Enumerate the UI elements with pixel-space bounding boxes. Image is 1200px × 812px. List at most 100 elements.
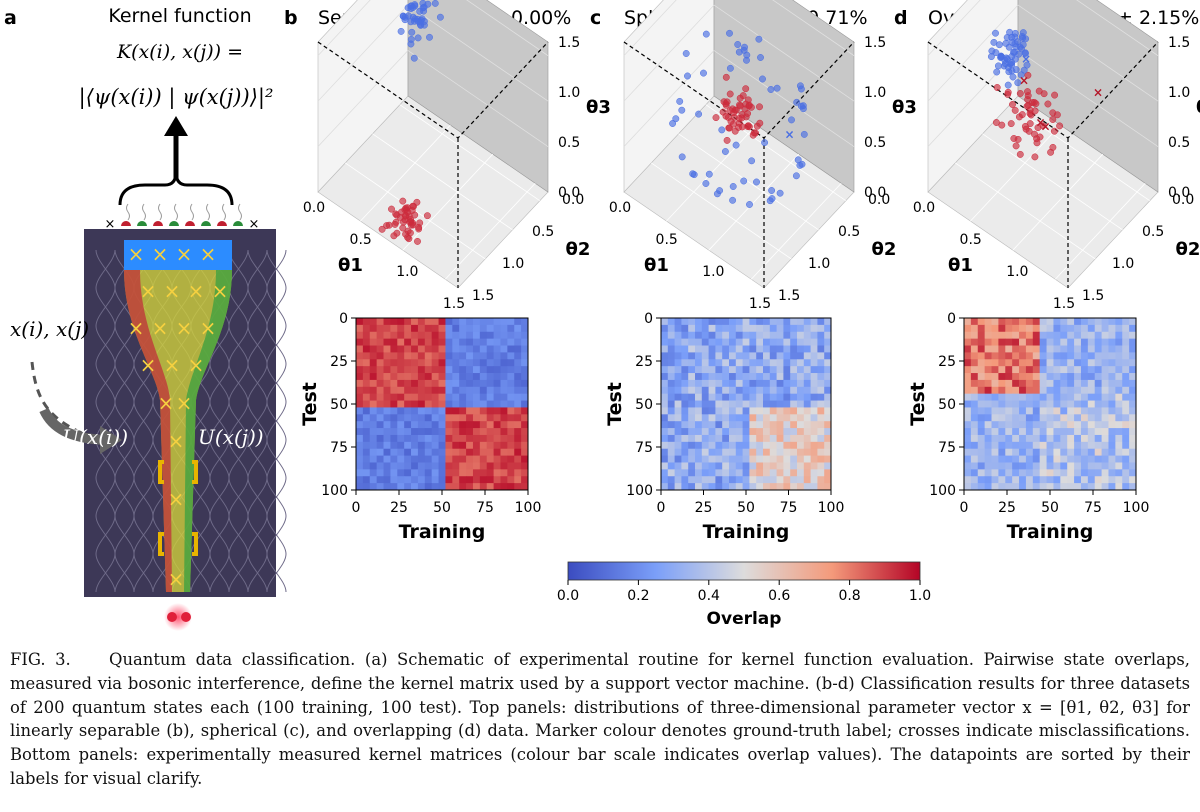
heatmap-cell — [383, 345, 391, 353]
waveguide — [114, 515, 135, 555]
detector-icon — [169, 221, 179, 226]
waveguide — [247, 363, 268, 403]
heatmap-cell — [521, 414, 529, 422]
heatmap-cell — [1032, 331, 1041, 340]
heatmap-cell — [977, 324, 986, 333]
heatmap-cell — [722, 400, 730, 408]
heatmap-cell — [708, 400, 716, 408]
heatmap-cell — [817, 469, 825, 477]
heatmap-cell — [417, 414, 426, 422]
heatmap-cell — [1060, 373, 1068, 381]
heatmap-cell — [803, 441, 811, 450]
gridline — [1054, 182, 1146, 280]
heatmap-cell — [459, 373, 467, 381]
heatmap-cell — [776, 373, 784, 381]
heatmap-cell — [424, 483, 433, 491]
heatmap-cell — [674, 359, 682, 367]
heatmap-cell — [776, 338, 784, 346]
heatmap-cell — [438, 373, 446, 381]
heatmap-cell — [445, 434, 453, 443]
heatmap-cell — [1101, 379, 1109, 388]
heatmap-cell — [810, 373, 818, 381]
data-point — [393, 229, 401, 237]
y-tick-label: 0 — [947, 311, 956, 327]
heatmap-cell — [667, 338, 675, 346]
heatmap-cell — [797, 469, 805, 477]
input-label: x(i), x(j) — [10, 317, 89, 341]
heatmap-cell — [756, 352, 764, 360]
heatmap-cell — [500, 414, 508, 422]
heatmap-cell — [452, 331, 460, 340]
heatmap-cell — [1046, 366, 1054, 374]
heatmap-cell — [438, 448, 446, 456]
heatmap-cell — [1019, 469, 1027, 477]
heatmap-cell — [1053, 359, 1061, 367]
heatmap-cell — [445, 462, 453, 470]
heatmap-cell — [1101, 441, 1109, 450]
heatmap-cell — [1025, 407, 1034, 415]
beamsplitter-icon: × — [188, 279, 205, 303]
heatmap-cell — [514, 469, 522, 477]
heatmap-cell — [466, 386, 474, 395]
heatmap-cell — [362, 324, 371, 333]
theta2-tick: 0.0 — [1172, 192, 1194, 208]
heatmap-cell — [749, 462, 757, 470]
heatmap-cell — [493, 352, 501, 360]
colorbar-label: Overlap — [707, 609, 782, 629]
heatmap-cell — [970, 421, 979, 429]
heatmap-cell — [514, 318, 522, 326]
heatmap-cell — [466, 393, 474, 401]
heatmap-cell — [459, 379, 467, 388]
heatmap-cell — [1012, 462, 1020, 470]
heatmap-cell — [824, 345, 832, 353]
heatmap-cell — [1080, 324, 1089, 333]
heatmap-cell — [998, 373, 1006, 381]
heatmap-cell — [452, 462, 460, 470]
heatmap-cell — [369, 352, 378, 360]
heatmap-cell — [486, 407, 494, 415]
heatmap-cell — [984, 393, 992, 401]
heatmap-cell — [1122, 359, 1130, 367]
waveguide — [228, 325, 249, 365]
heatmap-cell — [661, 318, 669, 326]
heatmap-cell — [674, 379, 682, 388]
heatmap-cell — [1032, 428, 1041, 436]
heatmap-cell — [722, 469, 730, 477]
theta2-label: θ2 — [1176, 239, 1200, 260]
heatmap-cell — [431, 421, 439, 429]
heatmap-cell — [438, 455, 446, 463]
heatmap-cell — [369, 373, 378, 381]
heatmap-cell — [1087, 379, 1096, 388]
heatmap-cell — [803, 421, 811, 429]
heatmap-cell — [459, 318, 467, 326]
data-point — [1024, 96, 1032, 104]
heatmap-ylabel: Test — [604, 382, 626, 426]
heatmap-cell — [507, 400, 515, 408]
heatmap-cell — [369, 469, 378, 477]
heatmap-cell — [977, 476, 986, 484]
heatmap-cell — [803, 455, 811, 463]
heatmap-cell — [722, 441, 730, 450]
data-point — [420, 17, 428, 25]
heatmap-cell — [417, 434, 426, 443]
heatmap-cell — [688, 373, 696, 381]
heatmap-cell — [681, 448, 689, 456]
heatmap-cell — [431, 324, 439, 333]
data-point — [748, 157, 756, 165]
heatmap-cell — [417, 441, 426, 450]
heatmap-cell — [729, 366, 737, 374]
heatmap-cell — [1053, 318, 1061, 326]
heatmap-cell — [466, 448, 474, 456]
heatmap-cell — [362, 421, 371, 429]
heatmap-cell — [417, 407, 426, 415]
heatmap-cell — [824, 373, 832, 381]
heatmap-cell — [507, 414, 515, 422]
heatmap-cell — [362, 352, 371, 360]
heatmap-cell — [362, 407, 371, 415]
heatmap-cell — [424, 448, 433, 456]
heatmap-cell — [769, 345, 777, 353]
heatmap-cell — [479, 469, 488, 477]
heatmap-cell — [472, 469, 481, 477]
heatmap-cell — [722, 338, 730, 346]
heatmap-cell — [742, 476, 750, 484]
